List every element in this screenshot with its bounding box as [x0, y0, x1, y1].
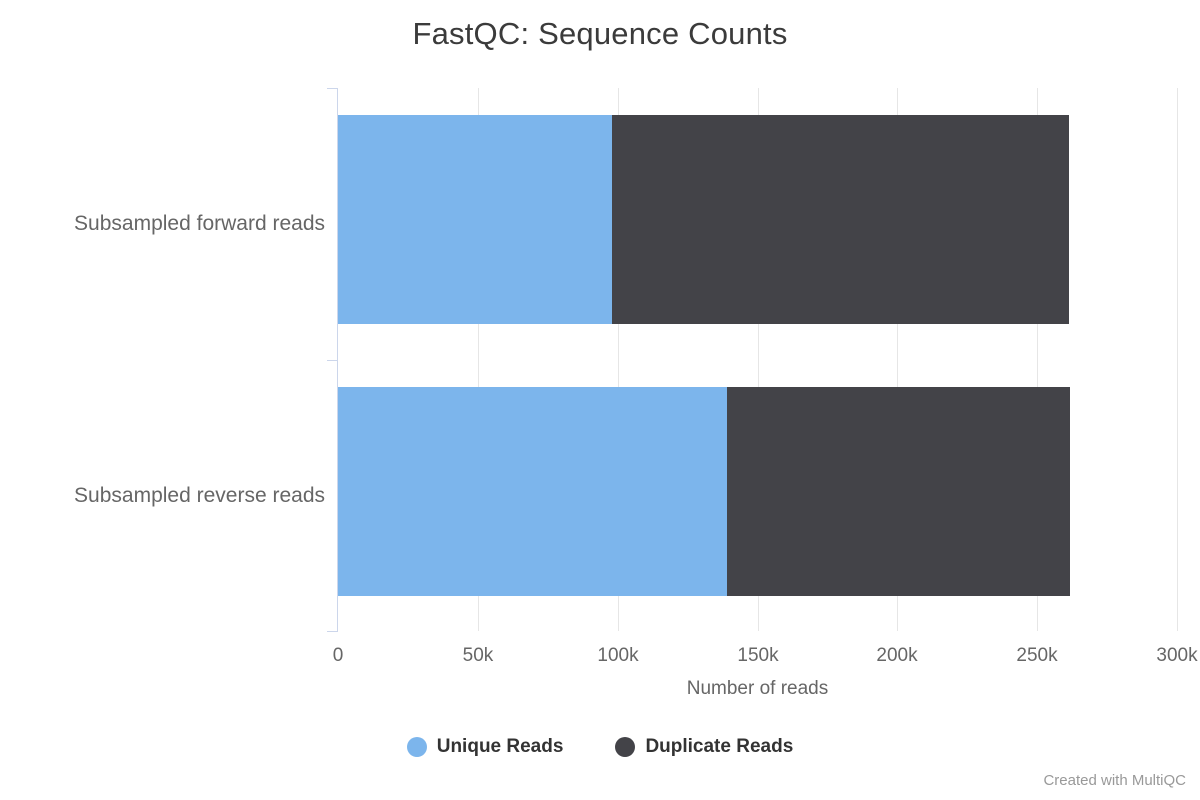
duplicate-reads-legend-marker-icon [615, 737, 636, 757]
category-axis-tick [327, 360, 338, 361]
legend: Unique Reads Duplicate Reads [0, 736, 1200, 758]
category-label-subsampled-forward-reads: Subsampled forward reads [74, 212, 325, 235]
legend-item-unique-reads[interactable]: Unique Reads [406, 736, 564, 758]
legend-label: Unique Reads [436, 736, 564, 757]
x-tick-label-0: 0 [332, 645, 344, 666]
bar-subsampled-forward-reads-unique-reads[interactable] [338, 115, 612, 324]
bar-subsampled-forward-reads-duplicate-reads[interactable] [612, 115, 1069, 324]
x-tick-label-150k: 150k [737, 645, 779, 666]
x-axis-title: Number of reads [686, 678, 829, 699]
gridline [1177, 88, 1178, 631]
x-tick-label-200k: 200k [876, 645, 918, 666]
plot-area [327, 88, 1178, 632]
x-tick-label-250k: 250k [1016, 645, 1058, 666]
gridline [478, 88, 479, 631]
x-tick-label-300k: 300k [1156, 645, 1198, 666]
gridline [1037, 88, 1038, 631]
category-label-subsampled-reverse-reads: Subsampled reverse reads [74, 484, 325, 507]
x-tick-label-100k: 100k [597, 645, 639, 666]
bar-subsampled-reverse-reads-duplicate-reads[interactable] [727, 387, 1070, 596]
credit-text: Created with MultiQC [1043, 772, 1186, 789]
x-tick-label-50k: 50k [462, 645, 494, 666]
bar-subsampled-reverse-reads-unique-reads[interactable] [338, 387, 727, 596]
category-axis-line [337, 88, 338, 631]
gridline [618, 88, 619, 631]
unique-reads-legend-marker-icon [406, 737, 427, 757]
legend-label: Duplicate Reads [645, 736, 794, 757]
legend-item-duplicate-reads[interactable]: Duplicate Reads [615, 736, 793, 758]
gridline [897, 88, 898, 631]
category-axis-tick [327, 631, 338, 632]
chart-title: FastQC: Sequence Counts [412, 16, 788, 51]
gridline [758, 88, 759, 631]
category-axis-tick [327, 88, 338, 89]
